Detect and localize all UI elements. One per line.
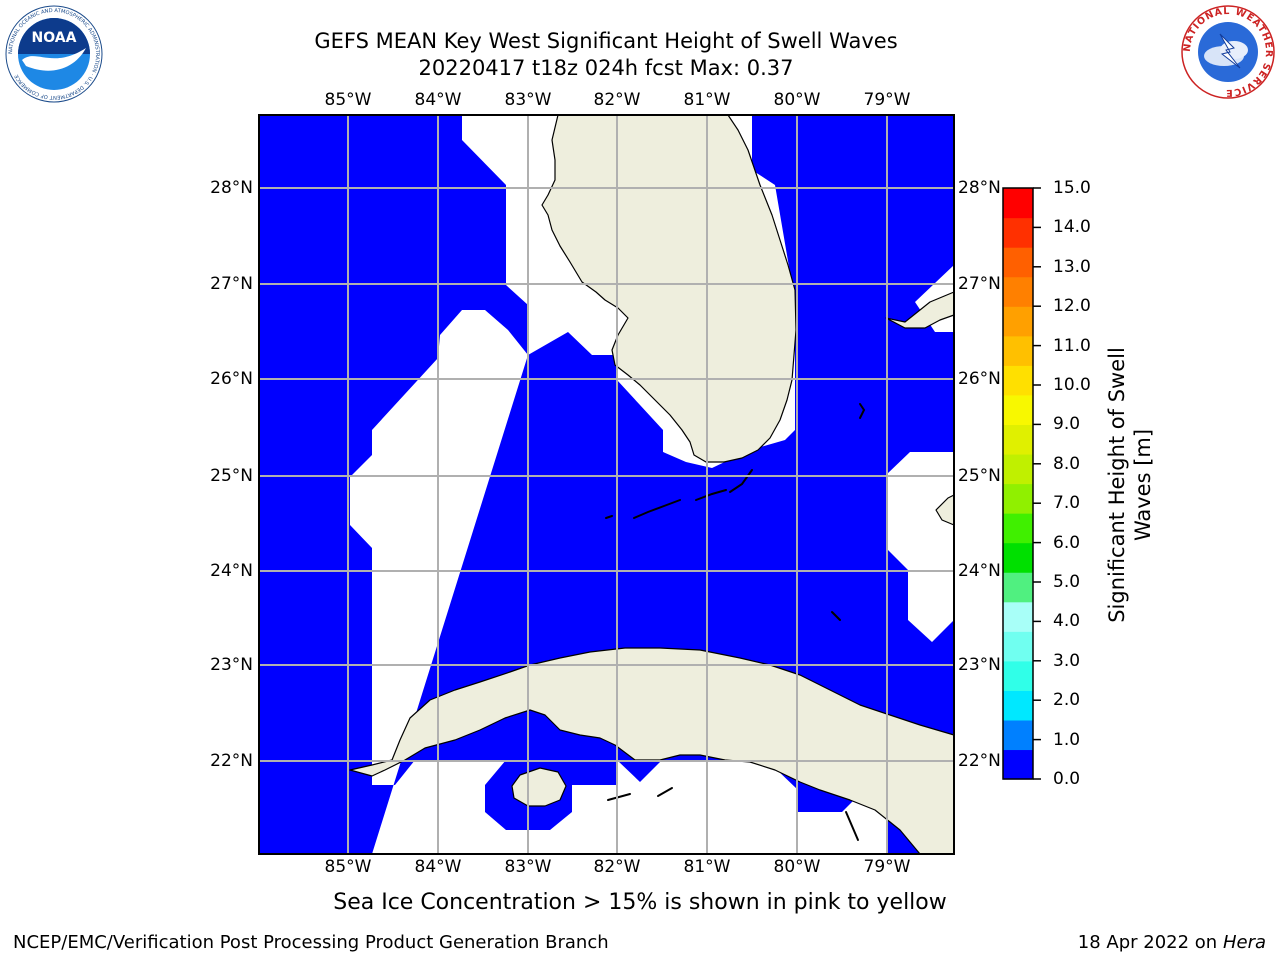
lat-label-left: 27°N: [210, 274, 253, 294]
lat-label-right: 22°N: [958, 751, 1001, 771]
land: [349, 114, 955, 855]
colorbar-swatch: [1003, 335, 1033, 366]
colorbar-swatch: [1003, 217, 1033, 248]
colorbar-tick-label: 12.0: [1053, 296, 1091, 317]
isla-de-la-juventud: [511, 767, 567, 807]
colorbar-tick-label: 4.0: [1053, 611, 1081, 632]
colorbar-swatch: [1003, 188, 1033, 219]
florida-keys: [605, 403, 866, 841]
lat-label-left: 22°N: [210, 751, 253, 771]
swell-region-west: [259, 115, 528, 854]
colorbar-swatch: [1003, 276, 1033, 307]
colorbar-tick-label: 10.0: [1053, 375, 1091, 395]
lon-label-top: 82°W: [593, 90, 641, 110]
colorbar-swatch: [1003, 572, 1033, 603]
lat-label-left: 28°N: [210, 178, 253, 198]
lat-label-left: 26°N: [210, 369, 253, 389]
colorbar-tick-label: 0.0: [1053, 769, 1081, 789]
map-frame: [258, 114, 955, 855]
colorbar-swatch: [1003, 660, 1033, 691]
colorbar-tick-label: 1.0: [1053, 729, 1081, 750]
lon-label-bottom: 80°W: [773, 857, 821, 877]
colorbar-tick-label: 13.0: [1053, 256, 1091, 277]
lat-label-left: 23°N: [210, 655, 253, 675]
lon-label-bottom: 79°W: [863, 857, 911, 877]
lat-label-left: 25°N: [210, 466, 253, 486]
colorbar-swatch: [1003, 749, 1033, 780]
colorbar-swatch: [1003, 365, 1033, 396]
nws-logo: NATIONAL WEATHER SERVICE: [1181, 5, 1275, 99]
lon-label-bottom: 84°W: [414, 857, 462, 877]
cuba: [349, 647, 955, 855]
graticule: [259, 115, 954, 854]
lon-label-top: 79°W: [863, 90, 911, 110]
colorbar-label: Significant Height of Swell Waves [m]: [1105, 347, 1155, 623]
colorbar-tick-label: 5.0: [1053, 572, 1081, 592]
lat-label-right: 28°N: [958, 178, 1001, 198]
lat-label-right: 26°N: [958, 369, 1001, 389]
colorbar-tick-label: 2.0: [1053, 690, 1081, 711]
colorbar-tick-label: 8.0: [1053, 453, 1081, 474]
footer-date: 18 Apr 2022 on Hera: [1077, 932, 1266, 953]
lon-label-bottom: 83°W: [504, 857, 552, 877]
colorbar-tick-marks: [1033, 187, 1041, 780]
footer-machine: Hera: [1222, 932, 1266, 953]
lon-label-bottom: 85°W: [324, 857, 372, 877]
colorbar-swatch: [1003, 247, 1033, 278]
chart-subtitle: 20220417 t18z 024h fcst Max: 0.37: [418, 56, 794, 80]
colorbar-swatch: [1003, 513, 1033, 544]
colorbar-swatch: [1003, 690, 1033, 721]
noaa-logo: NOAA NATIONAL OCEANIC AND ATMOSPHERIC AD…: [5, 5, 103, 103]
lat-label-right: 23°N: [958, 655, 1001, 675]
colorbar-swatch: [1003, 719, 1033, 751]
lon-label-bottom: 81°W: [683, 857, 731, 877]
colorbar-swatch: [1003, 483, 1033, 514]
colorbar-tick-label: 9.0: [1053, 414, 1081, 435]
colorbar-swatch: [1003, 306, 1033, 337]
colorbar-swatch: [1003, 394, 1033, 425]
colorbar-tick-label: 3.0: [1053, 650, 1081, 671]
colorbar-swatch: [1003, 601, 1033, 632]
colorbar-swatch: [1003, 453, 1033, 485]
lon-label-top: 83°W: [504, 90, 552, 110]
colorbar-swatch: [1003, 424, 1033, 455]
colorbar-tick-label: 11.0: [1053, 335, 1091, 356]
colorbar-swatch: [1003, 631, 1033, 662]
florida-peninsula: [541, 114, 797, 463]
colorbar-tick-label: 14.0: [1053, 217, 1091, 238]
chart-title: GEFS MEAN Key West Significant Height of…: [314, 29, 898, 53]
noaa-logo-text: NOAA: [32, 30, 77, 46]
sea-ice-note: Sea Ice Concentration > 15% is shown in …: [333, 890, 947, 915]
lon-label-top: 80°W: [773, 90, 821, 110]
lat-label-right: 25°N: [958, 466, 1001, 486]
lon-label-top: 84°W: [414, 90, 462, 110]
lon-label-top: 85°W: [324, 90, 372, 110]
lat-label-left: 24°N: [210, 561, 253, 581]
colorbar: [1003, 188, 1033, 780]
colorbar-frame: [1002, 187, 1034, 780]
colorbar-swatch: [1003, 542, 1033, 573]
lat-label-right: 27°N: [958, 274, 1001, 294]
footer-credit: NCEP/EMC/Verification Post Processing Pr…: [13, 932, 609, 953]
colorbar-tick-label: 7.0: [1053, 493, 1081, 514]
lon-label-top: 81°W: [683, 90, 731, 110]
colorbar-tick-label: 6.0: [1053, 532, 1081, 553]
lat-label-right: 24°N: [958, 561, 1001, 581]
lon-label-bottom: 82°W: [593, 857, 641, 877]
colorbar-tick-label: 15.0: [1053, 178, 1091, 198]
